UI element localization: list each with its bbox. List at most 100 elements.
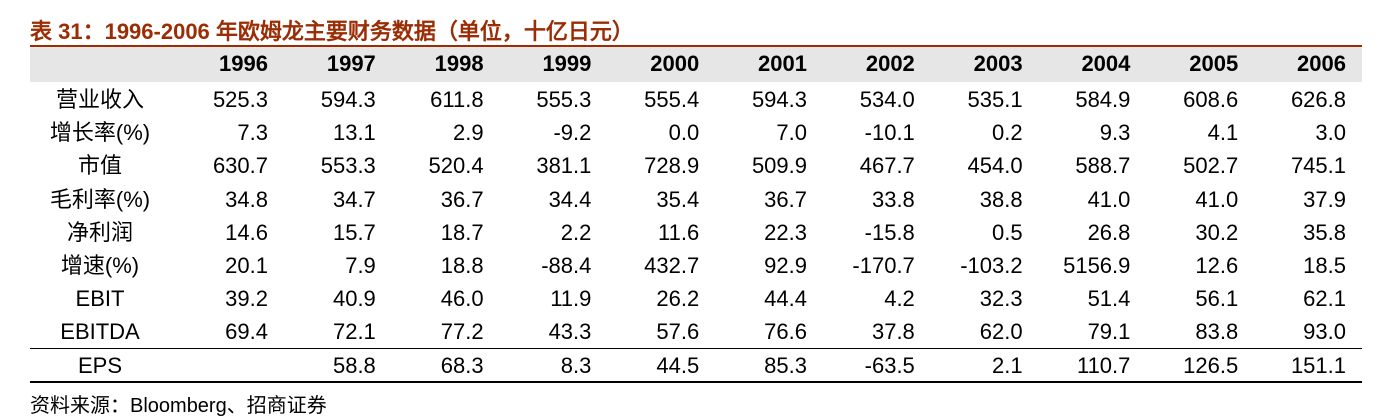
cell-value: 534.0	[859, 87, 915, 112]
cell-value: 626.8	[1290, 87, 1346, 112]
bottom-rule	[30, 381, 1362, 383]
cell-value: 0.0	[668, 120, 700, 146]
cell-value: 39.2	[225, 286, 268, 312]
row-label: 营业收入	[55, 87, 144, 112]
cell-value: 35.8	[1303, 219, 1346, 245]
row-label: 增长率(%)	[49, 120, 151, 146]
cell-value: -10.1	[864, 120, 915, 146]
column-header: 1997	[326, 51, 376, 76]
cell-value: 18.7	[440, 219, 484, 245]
column-header: 2003	[973, 51, 1023, 76]
cell-value: 33.8	[871, 186, 915, 212]
cell-value: 93.0	[1303, 319, 1346, 345]
cell-value: 630.7	[212, 153, 268, 179]
cell-value: 30.2	[1195, 219, 1239, 245]
cell-value: 18.8	[440, 253, 484, 278]
cell-value: 745.1	[1290, 153, 1346, 179]
cell-value: 83.8	[1195, 319, 1239, 345]
cell-value: 151.1	[1290, 352, 1346, 378]
cell-value: 79.1	[1087, 319, 1131, 345]
column-header: 2002	[865, 51, 915, 76]
cell-value: 2.9	[453, 120, 484, 146]
cell-value: 0.5	[992, 219, 1023, 245]
cell-value: 41.0	[1087, 186, 1131, 212]
cell-value: 15.7	[332, 219, 376, 245]
column-header: 2005	[1189, 51, 1239, 76]
cell-value: 502.7	[1183, 153, 1239, 179]
cell-value: 535.1	[967, 87, 1023, 112]
cell-value: 4.2	[884, 286, 915, 312]
cell-value: 44.4	[764, 286, 807, 312]
table-title: 表 31：1996-2006 年欧姆龙主要财务数据（单位，十亿日元）	[30, 19, 634, 44]
row-label: 增速(%)	[60, 253, 140, 278]
cell-value: 2.2	[560, 219, 592, 245]
cell-value: 454.0	[967, 153, 1023, 179]
row-label: EPS	[77, 352, 123, 378]
cell-value: 37.8	[871, 319, 915, 345]
cell-value: 58.8	[332, 352, 376, 378]
cell-value: 22.3	[764, 219, 807, 245]
cell-value: 608.6	[1183, 87, 1239, 112]
column-header: 1999	[542, 51, 592, 76]
cell-value: 509.9	[751, 153, 807, 179]
cell-value: 26.8	[1087, 219, 1131, 245]
column-header: 2000	[650, 51, 700, 76]
cell-value: -15.8	[864, 219, 915, 245]
cell-value: 68.3	[440, 352, 484, 378]
cell-value: 92.9	[764, 253, 807, 278]
cell-value: 36.7	[764, 186, 807, 212]
cell-value: 14.6	[225, 219, 268, 245]
cell-value: -63.5	[864, 352, 915, 378]
cell-value: 7.9	[345, 253, 376, 278]
cell-value: 9.3	[1099, 120, 1131, 146]
cell-value: 7.3	[237, 120, 268, 146]
row-label: 净利润	[66, 219, 133, 245]
cell-value: 520.4	[428, 153, 484, 179]
cell-value: 728.9	[644, 153, 700, 179]
cell-value: 588.7	[1075, 153, 1131, 179]
cell-value: 40.9	[332, 286, 376, 312]
cell-value: 2.1	[992, 352, 1023, 378]
cell-value: 56.1	[1195, 286, 1239, 312]
cell-value: 26.2	[656, 286, 700, 312]
cell-value: 584.9	[1075, 87, 1131, 112]
cell-value: 85.3	[764, 352, 807, 378]
cell-value: 4.1	[1207, 120, 1239, 146]
cell-value: 5156.9	[1063, 253, 1131, 278]
cell-value: -103.2	[960, 253, 1023, 278]
cell-value: 77.2	[440, 319, 484, 345]
cell-value: 11.6	[658, 219, 700, 245]
cell-value: 525.3	[212, 87, 268, 112]
column-header: 2001	[758, 51, 807, 76]
cell-value: 76.6	[764, 319, 807, 345]
cell-value: 555.3	[536, 87, 592, 112]
cell-value: 62.0	[979, 319, 1023, 345]
cell-value: 126.5	[1183, 352, 1239, 378]
cell-value: 69.4	[225, 319, 268, 345]
cell-value: 594.3	[751, 87, 807, 112]
cell-value: 467.7	[859, 153, 915, 179]
cell-value: 34.4	[548, 186, 592, 212]
cell-value: 36.7	[440, 186, 484, 212]
cell-value: 32.3	[979, 286, 1023, 312]
cell-value: 41.0	[1195, 186, 1239, 212]
cell-value: 8.3	[560, 352, 592, 378]
cell-value: 432.7	[644, 253, 700, 278]
cell-value: 3.0	[1315, 120, 1346, 146]
cell-value: 37.9	[1303, 186, 1346, 212]
cell-value: 18.5	[1303, 253, 1346, 278]
column-header: 1998	[434, 51, 484, 76]
cell-value: 594.3	[320, 87, 376, 112]
cell-value: 0.2	[992, 120, 1023, 146]
cell-value: 12.6	[1195, 253, 1239, 278]
row-label: EBITDA	[60, 319, 140, 345]
cell-value: 44.5	[656, 352, 700, 378]
top-rule	[30, 45, 1362, 47]
cell-value: 72.1	[332, 319, 376, 345]
cell-value: 38.8	[979, 186, 1023, 212]
source-note: 资料来源：Bloomberg、招商证券	[30, 395, 327, 417]
row-label: EBIT	[75, 286, 125, 312]
cell-value: -9.2	[553, 120, 592, 146]
column-header: 2006	[1297, 51, 1346, 76]
